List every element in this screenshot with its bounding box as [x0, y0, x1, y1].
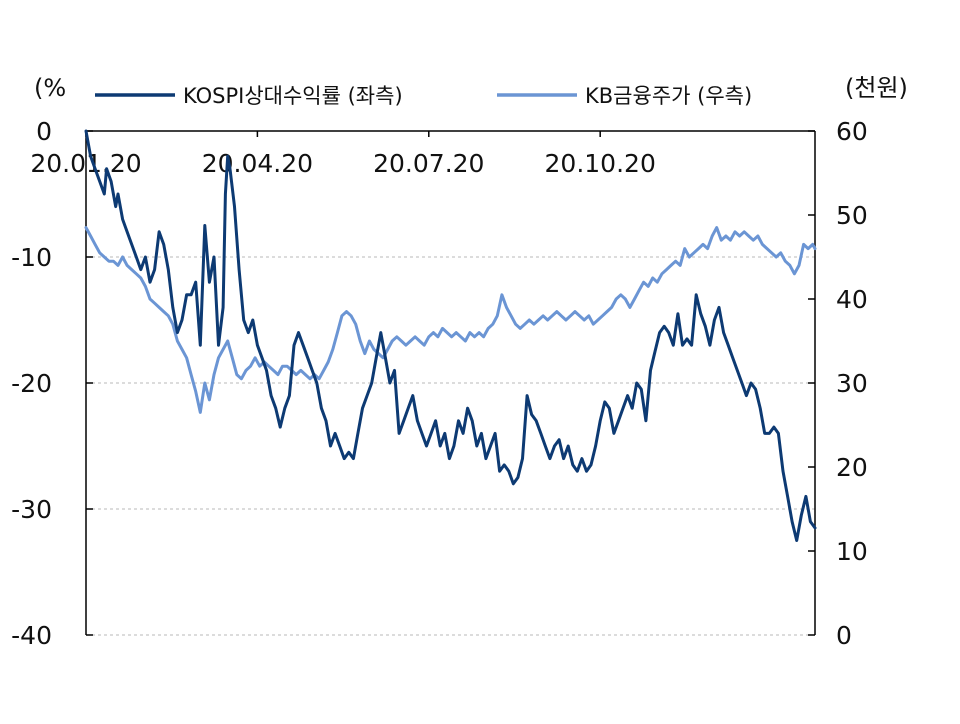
left-tick-label: -30	[11, 495, 52, 524]
x-tick-label: 20.04.20	[202, 149, 313, 178]
right-tick-label: 40	[836, 285, 868, 314]
left-axis-unit-label: (%	[34, 74, 66, 102]
x-tick-label: 20.07.20	[373, 149, 484, 178]
left-tick-label: 0	[36, 117, 52, 146]
right-axis-unit-label: (천원)	[845, 74, 908, 102]
right-tick-label: 20	[836, 453, 868, 482]
axes: 0 -10 -20 -30 -40 60 50 40 30 20 10 0 20.01.20 20.04.…	[11, 74, 908, 650]
left-tick-label: -40	[11, 621, 52, 650]
legend: KOSPI상대수익률 (좌측) KB금융주가 (우측)	[95, 84, 752, 108]
series-layer	[84, 129, 817, 542]
legend-kospi-label: KOSPI상대수익률 (좌측)	[183, 84, 403, 108]
right-tick-label: 60	[836, 117, 868, 146]
right-tick-label: 0	[836, 621, 852, 650]
right-tick-label: 50	[836, 201, 868, 230]
right-tick-label: 30	[836, 369, 868, 398]
x-tick-label: 20.10.20	[545, 149, 656, 178]
kospi-relative-return-line	[84, 129, 817, 542]
gridlines	[86, 256, 815, 636]
right-tick-label: 10	[836, 537, 868, 566]
legend-kb-label: KB금융주가 (우측)	[585, 84, 752, 108]
left-tick-label: -10	[11, 243, 52, 272]
left-tick-label: -20	[11, 369, 52, 398]
kb-stock-price-line	[84, 226, 817, 414]
x-tick-label: 20.01.20	[30, 149, 141, 178]
